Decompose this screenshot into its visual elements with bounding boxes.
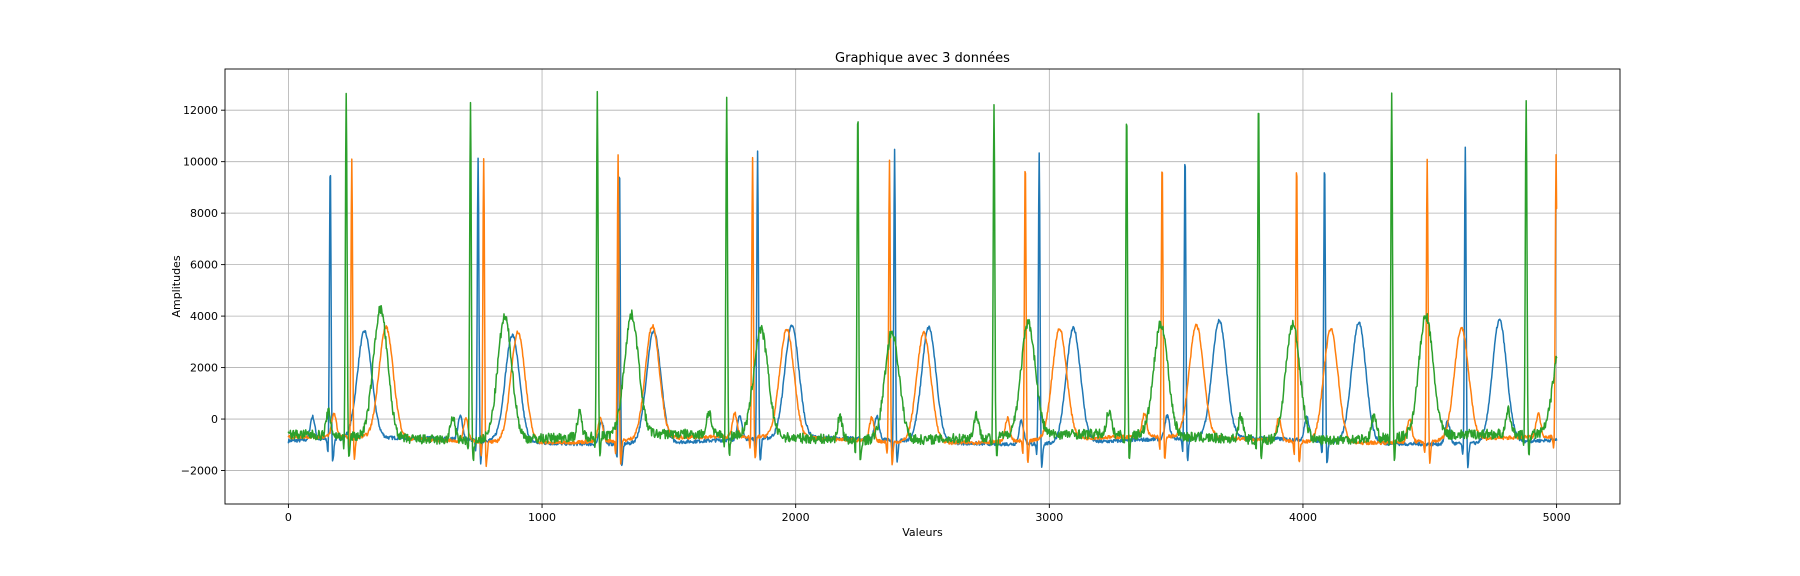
y-tick-label: −2000	[181, 465, 218, 478]
grid	[225, 69, 1620, 504]
x-axis-label: Valeurs	[902, 526, 943, 539]
series-line-1	[287, 146, 1558, 469]
y-tick-label: 10000	[183, 156, 218, 169]
x-tick-label: 3000	[1035, 511, 1063, 524]
x-tick-label: 0	[285, 511, 292, 524]
y-tick-label: 12000	[183, 104, 218, 117]
y-tick-label: 2000	[190, 362, 218, 375]
x-tick-label: 5000	[1543, 511, 1571, 524]
x-tick-label: 2000	[782, 511, 810, 524]
series-line-3	[287, 90, 1558, 462]
chart-title: Graphique avec 3 données	[835, 51, 1010, 66]
y-tick-label: 0	[211, 413, 218, 426]
plot-frame	[224, 68, 1621, 505]
x-tick-label: 1000	[528, 511, 556, 524]
y-tick-label: 4000	[190, 310, 218, 323]
x-tick-label: 4000	[1289, 511, 1317, 524]
y-tick-label: 6000	[190, 259, 218, 272]
axis-ticks: 0 1000 2000 3000 4000 5000 −2000 0 2000 4000 6000 8…	[181, 104, 1571, 524]
series-lines	[287, 90, 1558, 469]
y-axis-label: Amplitudes	[170, 255, 183, 317]
series-line-2	[287, 154, 1558, 468]
y-tick-label: 8000	[190, 207, 218, 220]
